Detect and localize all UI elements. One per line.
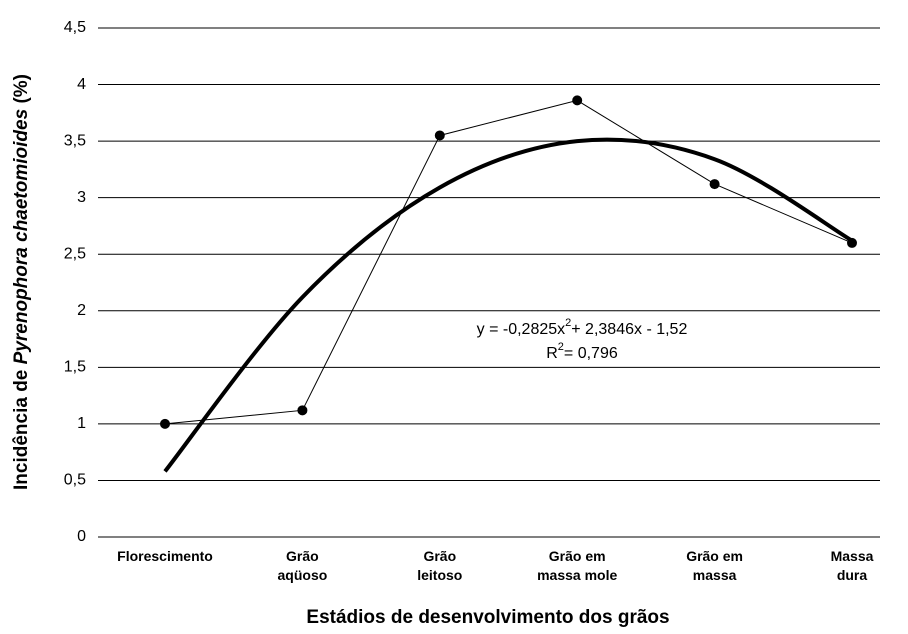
y-tick-label: 1,5 <box>64 359 86 376</box>
x-tick-line: leitoso <box>417 567 462 583</box>
y-tick-label: 0,5 <box>64 472 86 489</box>
r-squared: R2= 0,796 <box>546 341 618 362</box>
x-tick-line: Massa <box>831 548 874 564</box>
r2-sup: 2 <box>558 341 564 353</box>
y-tick-label: 4 <box>77 76 86 93</box>
x-tick-label: Grão em massa <box>686 548 743 583</box>
trend-line <box>163 137 854 473</box>
y-label-part: Pyrenophora chaetomioides <box>11 109 32 365</box>
x-tick-label: Grão em massa mole <box>537 548 617 583</box>
x-tick-line: dura <box>837 567 868 583</box>
y-label-part: (%) <box>11 74 32 109</box>
y-tick-label: 0 <box>77 528 86 545</box>
y-tick-label: 4,5 <box>64 19 86 36</box>
y-tick-label: 2,5 <box>64 245 86 262</box>
x-tick-line: Grão em <box>686 548 743 564</box>
y-tick-label: 3,5 <box>64 132 86 149</box>
data-point <box>572 95 583 106</box>
r2-part: = 0,796 <box>564 345 618 362</box>
x-tick-line: massa <box>693 567 737 583</box>
x-tick-line: Grão em <box>549 548 606 564</box>
data-point <box>297 405 308 416</box>
eq-part: y = -0,2825x <box>477 321 566 338</box>
r2-part: R <box>546 345 558 362</box>
x-tick-line: Grão <box>286 548 319 564</box>
y-tick-label: 2 <box>77 302 86 319</box>
x-tick-line: Grão <box>423 548 456 564</box>
y-axis-label: Incidência de Pyrenophora chaetomioides … <box>11 74 32 490</box>
data-point <box>434 130 445 141</box>
x-axis-label: Estádios de desenvolvimento dos grãos <box>306 607 669 628</box>
x-tick-label: Florescimento <box>117 548 213 564</box>
eq-sup: 2 <box>565 317 571 329</box>
data-point <box>160 418 170 429</box>
x-tick-line: Florescimento <box>117 548 213 564</box>
y-tick-label: 3 <box>77 189 86 206</box>
x-tick-label: Massa dura <box>831 548 874 583</box>
equation: y = -0,2825x2+ 2,3846x - 1,52 <box>477 317 688 338</box>
y-tick-label: 1 <box>77 415 86 432</box>
eq-part: + 2,3846x - 1,52 <box>571 321 687 338</box>
data-line <box>164 99 853 425</box>
x-tick-label: Grão aqüoso <box>278 548 328 583</box>
x-tick-line: aqüoso <box>278 567 328 583</box>
x-tick-line: massa mole <box>537 567 617 583</box>
data-point <box>709 179 720 190</box>
y-label-part: Incidência de <box>11 364 32 490</box>
x-tick-label: Grão leitoso <box>417 548 462 583</box>
